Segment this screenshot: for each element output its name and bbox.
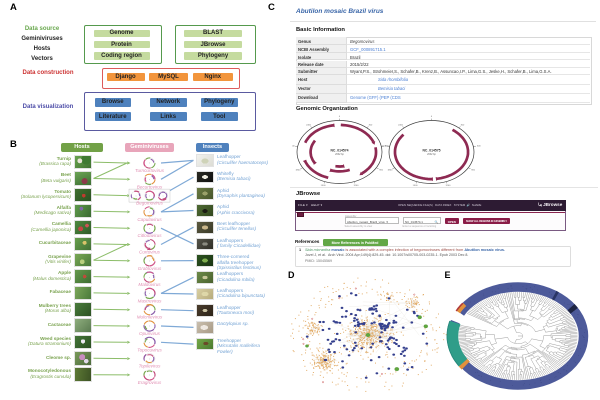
svg-text:Begomovirus: Begomovirus xyxy=(136,201,164,206)
svg-text:Mulcrilevirus: Mulcrilevirus xyxy=(137,315,163,320)
svg-text:v: v xyxy=(149,195,150,197)
svg-text:v: v xyxy=(149,228,150,230)
svg-text:Curtovirus: Curtovirus xyxy=(139,250,161,255)
svg-text:0: 0 xyxy=(339,116,341,118)
svg-text:Citlodavirus: Citlodavirus xyxy=(138,233,163,238)
svg-text:Mastrevirus: Mastrevirus xyxy=(138,298,162,303)
svg-text:v: v xyxy=(149,212,150,214)
svg-text:1800: 1800 xyxy=(387,170,393,172)
svg-text:300: 300 xyxy=(369,125,373,127)
svg-text:v: v xyxy=(149,163,150,165)
svg-text:2632 bp: 2632 bp xyxy=(335,153,344,156)
svg-text:1500: 1500 xyxy=(321,185,327,187)
svg-text:v: v xyxy=(163,195,164,197)
svg-text:v: v xyxy=(149,244,150,246)
svg-text:v: v xyxy=(136,195,137,197)
svg-text:v: v xyxy=(149,309,150,311)
svg-text:900: 900 xyxy=(379,170,383,172)
svg-text:v: v xyxy=(149,375,150,377)
svg-text:1800: 1800 xyxy=(295,170,301,172)
svg-text:2632 bp: 2632 bp xyxy=(427,153,436,156)
svg-text:NC_014575: NC_014575 xyxy=(422,149,440,153)
svg-text:2400: 2400 xyxy=(398,125,404,127)
svg-text:NC_014574: NC_014574 xyxy=(330,149,348,153)
svg-text:Becurtovirus: Becurtovirus xyxy=(137,184,163,189)
svg-text:Capulavirus: Capulavirus xyxy=(137,217,162,222)
svg-text:Eragrovirus: Eragrovirus xyxy=(138,380,162,385)
svg-text:Topilevirus: Topilevirus xyxy=(139,364,161,369)
svg-text:Opunvirus: Opunvirus xyxy=(139,331,161,336)
svg-text:0: 0 xyxy=(431,116,433,118)
svg-text:2100: 2100 xyxy=(382,146,388,148)
svg-text:600: 600 xyxy=(477,146,481,148)
svg-text:Turncurtovirus: Turncurtovirus xyxy=(135,168,165,173)
svg-text:Grablovirus: Grablovirus xyxy=(138,266,162,271)
svg-text:v: v xyxy=(149,342,150,344)
svg-text:v: v xyxy=(149,293,150,295)
svg-text:1500: 1500 xyxy=(413,185,419,187)
svg-text:2400: 2400 xyxy=(306,125,312,127)
svg-text:Topocuvirus: Topocuvirus xyxy=(137,347,162,352)
svg-text:2100: 2100 xyxy=(292,146,295,148)
svg-text:v: v xyxy=(149,261,150,263)
svg-text:900: 900 xyxy=(471,170,475,172)
svg-text:v: v xyxy=(149,277,150,279)
svg-text:v: v xyxy=(149,179,150,181)
svg-text:600: 600 xyxy=(385,146,389,148)
svg-text:300: 300 xyxy=(461,125,465,127)
svg-text:v: v xyxy=(149,358,150,360)
svg-text:Maldovirus: Maldovirus xyxy=(138,282,161,287)
svg-text:v: v xyxy=(149,326,150,328)
svg-text:1200: 1200 xyxy=(445,185,451,187)
svg-text:1200: 1200 xyxy=(353,185,359,187)
